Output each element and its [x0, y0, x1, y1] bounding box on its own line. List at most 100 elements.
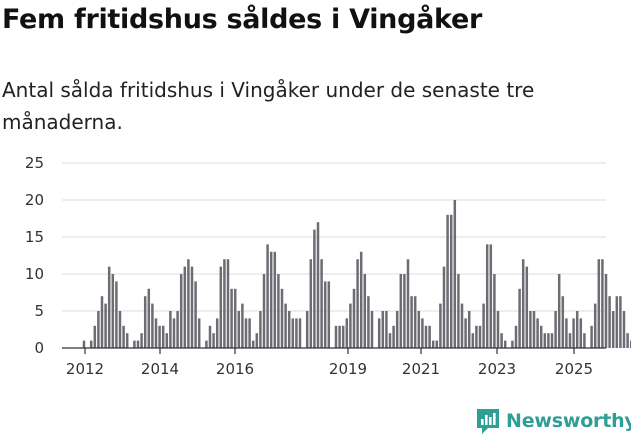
bar — [431, 340, 435, 348]
bar — [410, 296, 413, 348]
y-tick-label: 20 — [25, 191, 44, 209]
bar — [172, 318, 176, 348]
bar — [446, 214, 449, 348]
bar — [511, 340, 514, 348]
bar — [295, 318, 298, 348]
bar — [482, 303, 485, 348]
page-subtitle: Antal sålda fritidshus i Vingåker under … — [2, 78, 535, 134]
brand-logo: Newsworthy — [475, 407, 631, 435]
bar — [435, 340, 439, 348]
y-tick-label: 25 — [25, 154, 44, 172]
bar — [475, 325, 478, 348]
bar — [568, 333, 572, 348]
bar — [280, 288, 284, 348]
bar — [133, 340, 136, 348]
bar — [385, 311, 388, 348]
bar — [187, 259, 190, 348]
bar — [165, 333, 169, 348]
bar — [457, 274, 460, 348]
bar — [356, 259, 359, 348]
bar — [467, 311, 471, 348]
bar — [521, 259, 525, 348]
bar — [352, 288, 356, 348]
brand-name: Newsworthy — [506, 410, 631, 432]
bar — [615, 296, 619, 348]
bar — [478, 325, 482, 348]
bar — [619, 296, 622, 348]
bar — [262, 274, 266, 348]
bar — [377, 318, 381, 348]
bar — [547, 333, 550, 348]
bar — [532, 311, 536, 348]
bar — [338, 325, 341, 348]
bar — [215, 318, 219, 348]
bar — [626, 333, 629, 348]
bar — [269, 251, 273, 348]
bar — [572, 318, 575, 348]
bar — [460, 303, 464, 348]
bar — [611, 311, 615, 348]
bar — [417, 311, 421, 348]
bar — [327, 281, 331, 348]
bar — [143, 296, 147, 348]
bar — [97, 311, 100, 348]
bar — [305, 311, 309, 348]
bar — [100, 296, 104, 348]
bar — [367, 296, 370, 348]
bar — [125, 333, 129, 348]
page-title: Fem fritidshus såldes i Vingåker — [2, 4, 482, 35]
bar — [485, 244, 489, 348]
bar — [237, 311, 241, 348]
bar — [550, 333, 554, 348]
bar — [194, 281, 197, 348]
bar — [197, 318, 201, 348]
bar — [136, 340, 140, 348]
bar — [291, 318, 295, 348]
bar — [223, 259, 226, 348]
bar — [561, 296, 565, 348]
bar — [496, 311, 500, 348]
x-tick-label: 2021 — [402, 360, 440, 378]
bar — [399, 274, 403, 348]
bar — [154, 318, 158, 348]
bar — [241, 303, 244, 348]
bar — [464, 318, 467, 348]
bar — [284, 303, 287, 348]
x-tick-label: 2016 — [216, 360, 254, 378]
bar — [421, 318, 424, 348]
bar — [118, 311, 122, 348]
bar — [208, 325, 212, 348]
bar — [565, 318, 568, 348]
bar — [287, 311, 291, 348]
bar — [349, 303, 352, 348]
bar — [176, 311, 179, 348]
y-tick-label: 5 — [34, 302, 44, 320]
bar — [219, 266, 223, 348]
bar — [115, 281, 118, 348]
bar — [493, 274, 496, 348]
x-tick-label: 2019 — [329, 360, 367, 378]
bar — [453, 200, 457, 348]
bar — [82, 340, 86, 348]
bar — [161, 325, 165, 348]
bar — [381, 311, 385, 348]
newsworthy-logo-icon — [477, 409, 499, 434]
y-tick-label: 15 — [25, 228, 44, 246]
bar — [334, 325, 338, 348]
bar — [449, 214, 453, 348]
bar — [370, 311, 374, 348]
bar — [536, 318, 539, 348]
bar — [543, 333, 547, 348]
bar — [514, 325, 518, 348]
bar — [107, 266, 111, 348]
bar — [316, 222, 320, 348]
bar — [93, 325, 97, 348]
bar — [341, 325, 345, 348]
bar — [424, 325, 428, 348]
bar — [309, 259, 313, 348]
bar — [529, 311, 532, 348]
x-tick-label: 2014 — [141, 360, 179, 378]
y-tick-label: 0 — [34, 339, 44, 357]
bar — [111, 274, 115, 348]
bar — [518, 288, 521, 348]
